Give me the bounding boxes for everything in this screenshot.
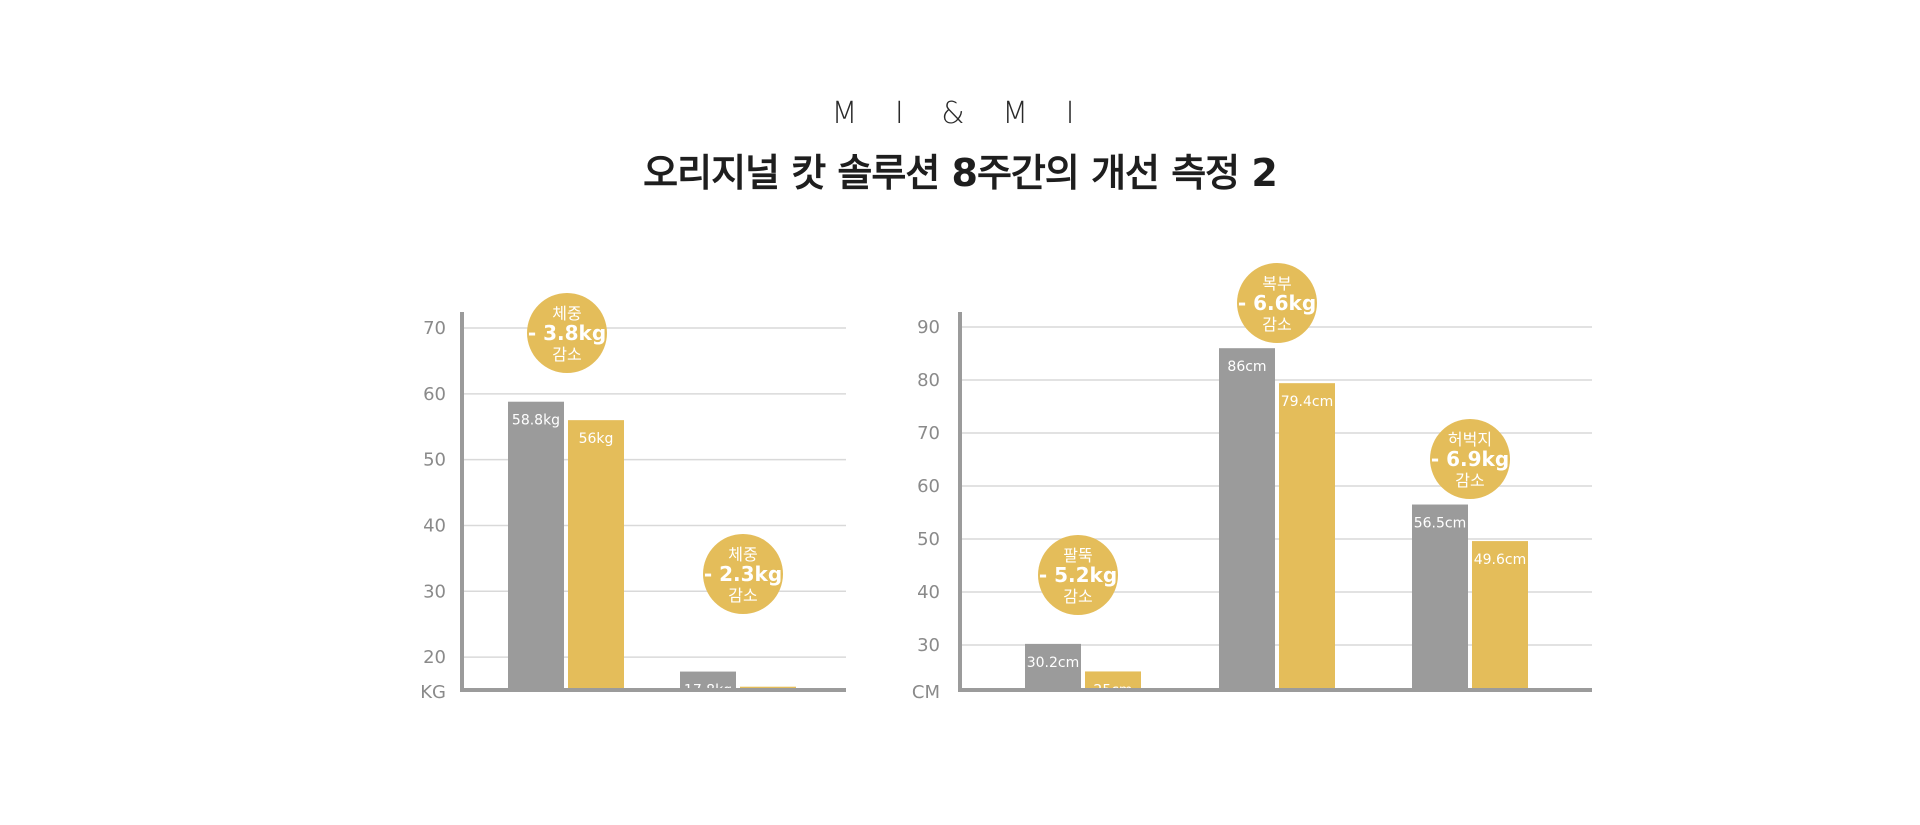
y-tick-label: 90 bbox=[917, 317, 940, 338]
y-tick-label: 80 bbox=[917, 370, 940, 391]
bubble-suffix: 감소 bbox=[1455, 471, 1484, 490]
reduction-bubble bbox=[1237, 263, 1317, 343]
reduction-bubble bbox=[1038, 535, 1118, 615]
reduction-bubble bbox=[1430, 419, 1510, 499]
bubble-suffix: 감소 bbox=[1063, 587, 1092, 606]
bar-after bbox=[568, 420, 624, 690]
bar-value-label: 79.4cm bbox=[1281, 394, 1334, 410]
bar-after bbox=[1279, 383, 1335, 690]
y-tick-label: 30 bbox=[917, 635, 940, 656]
bar-before bbox=[1025, 643, 1081, 690]
bar-before bbox=[1219, 348, 1275, 690]
bar-after bbox=[1472, 541, 1528, 690]
reduction-bubble bbox=[527, 293, 607, 373]
page-title: 오리지널 캇 솔루션 8주간의 개선 측정 2 bbox=[643, 151, 1278, 195]
y-unit-label: CM bbox=[912, 682, 940, 703]
y-tick-label: 70 bbox=[423, 318, 446, 339]
reduction-bubble bbox=[703, 534, 783, 614]
bar-after bbox=[1085, 671, 1141, 690]
bubble-value: - 6.6kg bbox=[1238, 291, 1316, 315]
bubble-value: - 6.9kg bbox=[1431, 447, 1509, 471]
bubble-value: - 2.3kg bbox=[704, 562, 782, 586]
bubble-suffix: 감소 bbox=[728, 586, 757, 605]
y-tick-label: 50 bbox=[917, 529, 940, 550]
y-tick-label: 40 bbox=[917, 582, 940, 603]
bar-value-label: 56kg bbox=[579, 431, 614, 447]
bubble-label: 복부 bbox=[1262, 274, 1291, 293]
bar-value-label: 56.5cm bbox=[1414, 516, 1467, 532]
bar-before bbox=[508, 401, 564, 690]
bubble-value: - 3.8kg bbox=[528, 321, 606, 345]
y-tick-label: 20 bbox=[423, 647, 446, 668]
y-tick-label: 40 bbox=[423, 515, 446, 536]
bar-value-label: 30.2cm bbox=[1027, 655, 1080, 671]
bubble-label: 허벅지 bbox=[1448, 430, 1492, 449]
y-tick-label: 60 bbox=[423, 384, 446, 405]
brand-name: M I & M I bbox=[831, 96, 1089, 131]
y-tick-label: 70 bbox=[917, 423, 940, 444]
bubble-label: 체중 bbox=[728, 545, 757, 564]
bar-before bbox=[1412, 504, 1468, 690]
bar-value-label: 15.5kg bbox=[744, 698, 792, 714]
bar-before bbox=[680, 671, 736, 690]
bubble-label: 팔뚝 bbox=[1063, 546, 1092, 565]
bar-value-label: 49.6cm bbox=[1474, 552, 1527, 568]
bar-value-label: 58.8kg bbox=[512, 413, 560, 429]
bubble-suffix: 감소 bbox=[552, 345, 581, 364]
y-unit-label: KG bbox=[420, 682, 446, 703]
y-tick-label: 50 bbox=[423, 450, 446, 471]
bubble-value: - 5.2kg bbox=[1039, 563, 1117, 587]
y-tick-label: 60 bbox=[917, 476, 940, 497]
bar-value-label: 86cm bbox=[1227, 359, 1266, 375]
bubble-suffix: 감소 bbox=[1262, 315, 1291, 334]
y-tick-label: 30 bbox=[423, 581, 446, 602]
bubble-label: 체중 bbox=[552, 304, 581, 323]
